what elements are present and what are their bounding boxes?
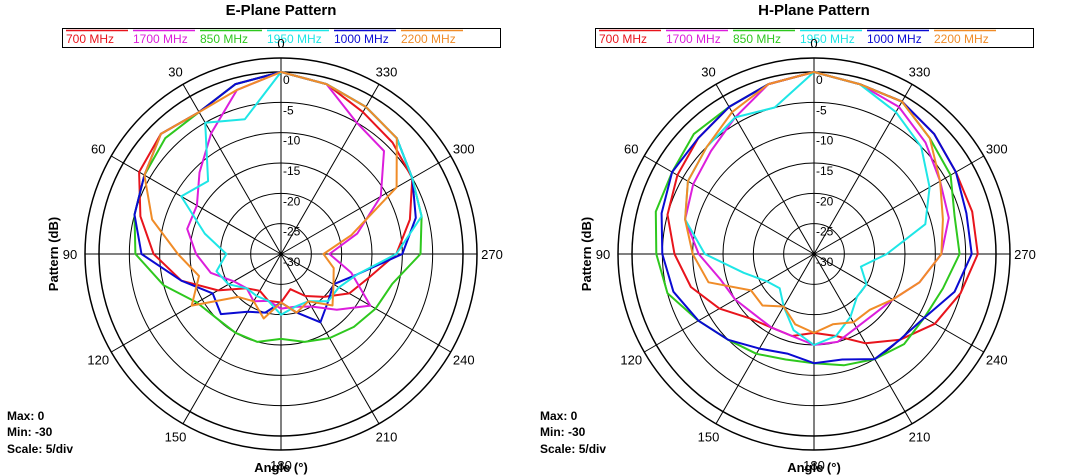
h-plane-series-2200-mhz <box>684 71 944 334</box>
h-plane-angle-label-30: 30 <box>701 64 715 79</box>
e-plane-spoke-300 <box>280 155 451 255</box>
e-plane-title: E-Plane Pattern <box>226 2 337 19</box>
h-plane-info-min: Min: -30 <box>540 425 586 439</box>
e-plane-angle-label-180: 180 <box>270 458 292 473</box>
e-plane-r-tick-10: -10 <box>283 134 301 148</box>
e-plane-info-max: Max: 0 <box>7 409 45 423</box>
h-plane-info-scale: Scale: 5/div <box>540 442 606 456</box>
e-plane-r-tick-25: -25 <box>283 225 301 239</box>
e-plane-r-tick-20: -20 <box>283 194 301 208</box>
e-plane-svg: E-Plane Pattern 700 MHz 850 MHz 1000 MHz 170… <box>7 2 503 475</box>
e-plane-legend-1950-mhz: 1950 MHz <box>267 32 322 46</box>
h-plane-xlabel: Angle (°) <box>787 460 841 475</box>
h-plane-angle-label-300: 300 <box>986 142 1008 157</box>
h-plane-r-tick-0: 0 <box>816 73 823 87</box>
h-plane-legend-2200-mhz: 2200 MHz <box>934 32 989 46</box>
e-plane-legend-850-mhz: 850 MHz <box>200 32 248 46</box>
h-plane-r-tick-10: -10 <box>816 134 834 148</box>
h-plane-spoke-240 <box>813 253 984 353</box>
e-plane-angle-label-0: 0 <box>277 36 284 51</box>
h-plane-spoke-150 <box>715 253 815 424</box>
e-plane-legend-2200-mhz: 2200 MHz <box>401 32 456 46</box>
e-plane-xlabel: Angle (°) <box>254 460 308 475</box>
e-plane-r-tick-0: 0 <box>283 73 290 87</box>
e-plane-legend-1700-mhz: 1700 MHz <box>133 32 188 46</box>
h-plane-angle-label-240: 240 <box>986 353 1008 368</box>
h-plane-legend-700-mhz: 700 MHz <box>599 32 647 46</box>
h-plane-angle-label-0: 0 <box>810 36 817 51</box>
e-plane-info-min: Min: -30 <box>7 425 53 439</box>
e-plane-angle-label-240: 240 <box>453 353 475 368</box>
h-plane-info-max: Max: 0 <box>540 409 578 423</box>
h-plane-angle-label-330: 330 <box>909 64 931 79</box>
e-plane-angle-label-120: 120 <box>87 353 109 368</box>
h-plane-legend-box <box>595 28 1034 48</box>
h-plane-angle-label-210: 210 <box>909 430 931 445</box>
e-plane-r-tick-30: -30 <box>283 255 301 269</box>
e-plane-series-1000-mhz <box>133 71 417 324</box>
h-plane-legend-1950-mhz: 1950 MHz <box>800 32 855 46</box>
h-plane-spoke-210 <box>813 253 913 424</box>
h-plane-r-tick-25: -25 <box>816 225 834 239</box>
h-plane-series-1000-mhz <box>660 71 973 365</box>
h-plane-svg: H-Plane Pattern 700 MHz 850 MHz 1000 MHz 170… <box>540 2 1036 475</box>
h-plane-r-tick-20: -20 <box>816 194 834 208</box>
e-plane-angle-label-60: 60 <box>91 142 105 157</box>
e-plane-angle-label-30: 30 <box>168 64 182 79</box>
e-plane-spoke-150 <box>182 253 282 424</box>
e-plane-ylabel: Pattern (dB) <box>46 217 61 291</box>
h-plane-legend-1700-mhz: 1700 MHz <box>666 32 721 46</box>
h-plane-legend-850-mhz: 850 MHz <box>733 32 781 46</box>
e-plane-angle-label-330: 330 <box>376 64 398 79</box>
e-plane-angle-label-90: 90 <box>63 247 77 262</box>
e-plane-angle-label-270: 270 <box>481 247 503 262</box>
e-plane-angle-label-150: 150 <box>165 430 187 445</box>
e-plane-legend-700-mhz: 700 MHz <box>66 32 114 46</box>
e-plane-series-2200-mhz <box>143 71 398 320</box>
h-plane-r-tick-30: -30 <box>816 255 834 269</box>
h-plane-angle-label-180: 180 <box>803 458 825 473</box>
e-plane-angle-label-300: 300 <box>453 142 475 157</box>
h-plane-ylabel: Pattern (dB) <box>579 217 594 291</box>
e-plane-chart: E-Plane Pattern 700 MHz 850 MHz 1000 MHz 170… <box>7 2 503 475</box>
e-plane-series-1950-mhz <box>180 71 423 316</box>
e-plane-r-tick-15: -15 <box>283 164 301 178</box>
h-plane-angle-label-150: 150 <box>698 430 720 445</box>
h-plane-r-tick-15: -15 <box>816 164 834 178</box>
e-plane-legend-box <box>62 28 501 48</box>
h-plane-angle-label-60: 60 <box>624 142 638 157</box>
e-plane-r-tick-5: -5 <box>283 103 294 117</box>
h-plane-spoke-120 <box>644 253 815 353</box>
e-plane-legend-1000-mhz: 1000 MHz <box>334 32 389 46</box>
e-plane-angle-label-210: 210 <box>376 430 398 445</box>
e-plane-series-1700-mhz <box>186 71 385 311</box>
h-plane-chart: H-Plane Pattern 700 MHz 850 MHz 1000 MHz 170… <box>533 0 1066 476</box>
h-plane-r-tick-5: -5 <box>816 103 827 117</box>
h-plane-angle-label-90: 90 <box>596 247 610 262</box>
h-plane-legend-1000-mhz: 1000 MHz <box>867 32 922 46</box>
h-plane-angle-label-120: 120 <box>620 353 642 368</box>
e-plane-spoke-30 <box>182 84 282 255</box>
e-plane-info-scale: Scale: 5/div <box>7 442 73 456</box>
h-plane-title: H-Plane Pattern <box>758 2 870 19</box>
h-plane-angle-label-270: 270 <box>1014 247 1036 262</box>
e-plane-spoke-240 <box>280 253 451 353</box>
